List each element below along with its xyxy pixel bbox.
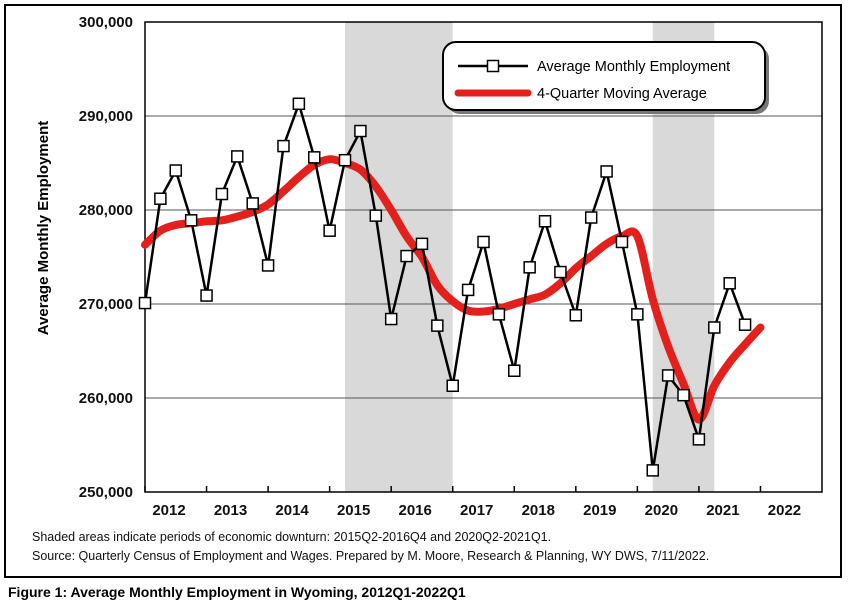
- employment-chart: 250,000 260,000 270,000 280,000 290,000 300,0…: [35, 14, 823, 519]
- y-axis-label: Average Monthly Employment: [35, 121, 52, 335]
- employment-point-34: [646, 464, 659, 477]
- employment-point-5: [200, 289, 213, 302]
- employment-line: [143, 99, 747, 471]
- employment-point-8: [246, 197, 259, 210]
- y-tick-labels: 250,000 260,000 270,000 280,000 290,000 300,0…: [79, 14, 133, 501]
- employment-point-36: [677, 388, 690, 402]
- x-tick-2019: 2019: [583, 502, 616, 519]
- figure-caption: Figure 1: Average Monthly Employment in …: [8, 584, 466, 600]
- employment-point-27: [538, 215, 552, 228]
- employment-series: [138, 97, 752, 477]
- employment-point-15: [354, 124, 367, 138]
- employment-point-30: [584, 211, 598, 224]
- y-tick-270000: 270,000: [79, 296, 133, 313]
- moving-average-series: [141, 155, 765, 424]
- legend-average-label: 4-Quarter Moving Average: [537, 86, 707, 102]
- employment-point-4: [184, 214, 198, 227]
- employment-point-24: [492, 308, 506, 321]
- employment-point-11: [292, 97, 306, 111]
- x-tick-2016: 2016: [398, 502, 431, 519]
- gridlines: [145, 115, 822, 399]
- x-tick-2013: 2013: [214, 502, 247, 519]
- employment-point-33: [631, 308, 644, 321]
- employment-point-32: [615, 235, 629, 249]
- employment-point-39: [723, 277, 736, 290]
- employment-point-35: [661, 369, 675, 382]
- employment-point-21: [446, 379, 459, 393]
- x-tick-2021: 2021: [706, 502, 739, 519]
- downturn-band-1: [345, 22, 453, 492]
- y-tick-290000: 290,000: [79, 108, 133, 125]
- employment-point-25: [508, 364, 521, 377]
- employment-point-16: [369, 209, 383, 222]
- legend-employment-label: Average Monthly Employment: [537, 59, 730, 75]
- employment-point-29: [569, 309, 583, 322]
- employment-point-19: [415, 237, 429, 251]
- axes: [144, 21, 823, 493]
- y-tick-260000: 260,000: [79, 390, 133, 407]
- y-tick-250000: 250,000: [79, 484, 133, 501]
- employment-point-12: [308, 151, 321, 164]
- employment-point-40: [738, 318, 752, 331]
- employment-point-22: [461, 283, 475, 297]
- x-tick-2015: 2015: [337, 502, 370, 519]
- x-tick-2012: 2012: [152, 502, 185, 519]
- employment-point-37: [692, 433, 706, 446]
- employment-point-9: [261, 259, 275, 272]
- x-tick-2018: 2018: [522, 502, 555, 519]
- y-tick-300000: 300,000: [79, 14, 133, 31]
- employment-point-23: [477, 235, 490, 249]
- employment-point-26: [523, 261, 536, 274]
- employment-point-13: [323, 224, 336, 237]
- moving-average-line: [141, 155, 765, 424]
- legend: Average Monthly Employment 4-Quarter Mov…: [442, 41, 769, 114]
- employment-point-2: [154, 192, 167, 205]
- plot-border: [144, 21, 823, 493]
- employment-point-6: [215, 187, 229, 201]
- employment-point-14: [338, 153, 352, 167]
- employment-point-18: [400, 249, 413, 263]
- employment-point-28: [554, 265, 567, 279]
- employment-point-31: [600, 165, 613, 178]
- x-tick-labels: 2012 2013 2014 2015 2016 2017 2018 2019 2020 2021…: [152, 502, 801, 519]
- source-note: Source: Quarterly Census of Employment a…: [32, 549, 710, 563]
- y-tick-280000: 280,000: [79, 202, 133, 219]
- employment-point-38: [708, 321, 721, 334]
- x-tick-2014: 2014: [275, 502, 309, 519]
- legend-employment-marker: [486, 59, 500, 73]
- x-tick-2020: 2020: [645, 502, 678, 519]
- employment-point-20: [431, 319, 444, 332]
- x-tick-2022: 2022: [768, 502, 801, 519]
- employment-point-1: [138, 296, 152, 310]
- downturn-note: Shaded areas indicate periods of economi…: [32, 530, 552, 544]
- x-tick-2017: 2017: [460, 502, 493, 519]
- employment-point-17: [384, 312, 398, 326]
- employment-point-3: [169, 164, 183, 177]
- employment-point-10: [277, 139, 290, 153]
- employment-point-7: [231, 150, 244, 163]
